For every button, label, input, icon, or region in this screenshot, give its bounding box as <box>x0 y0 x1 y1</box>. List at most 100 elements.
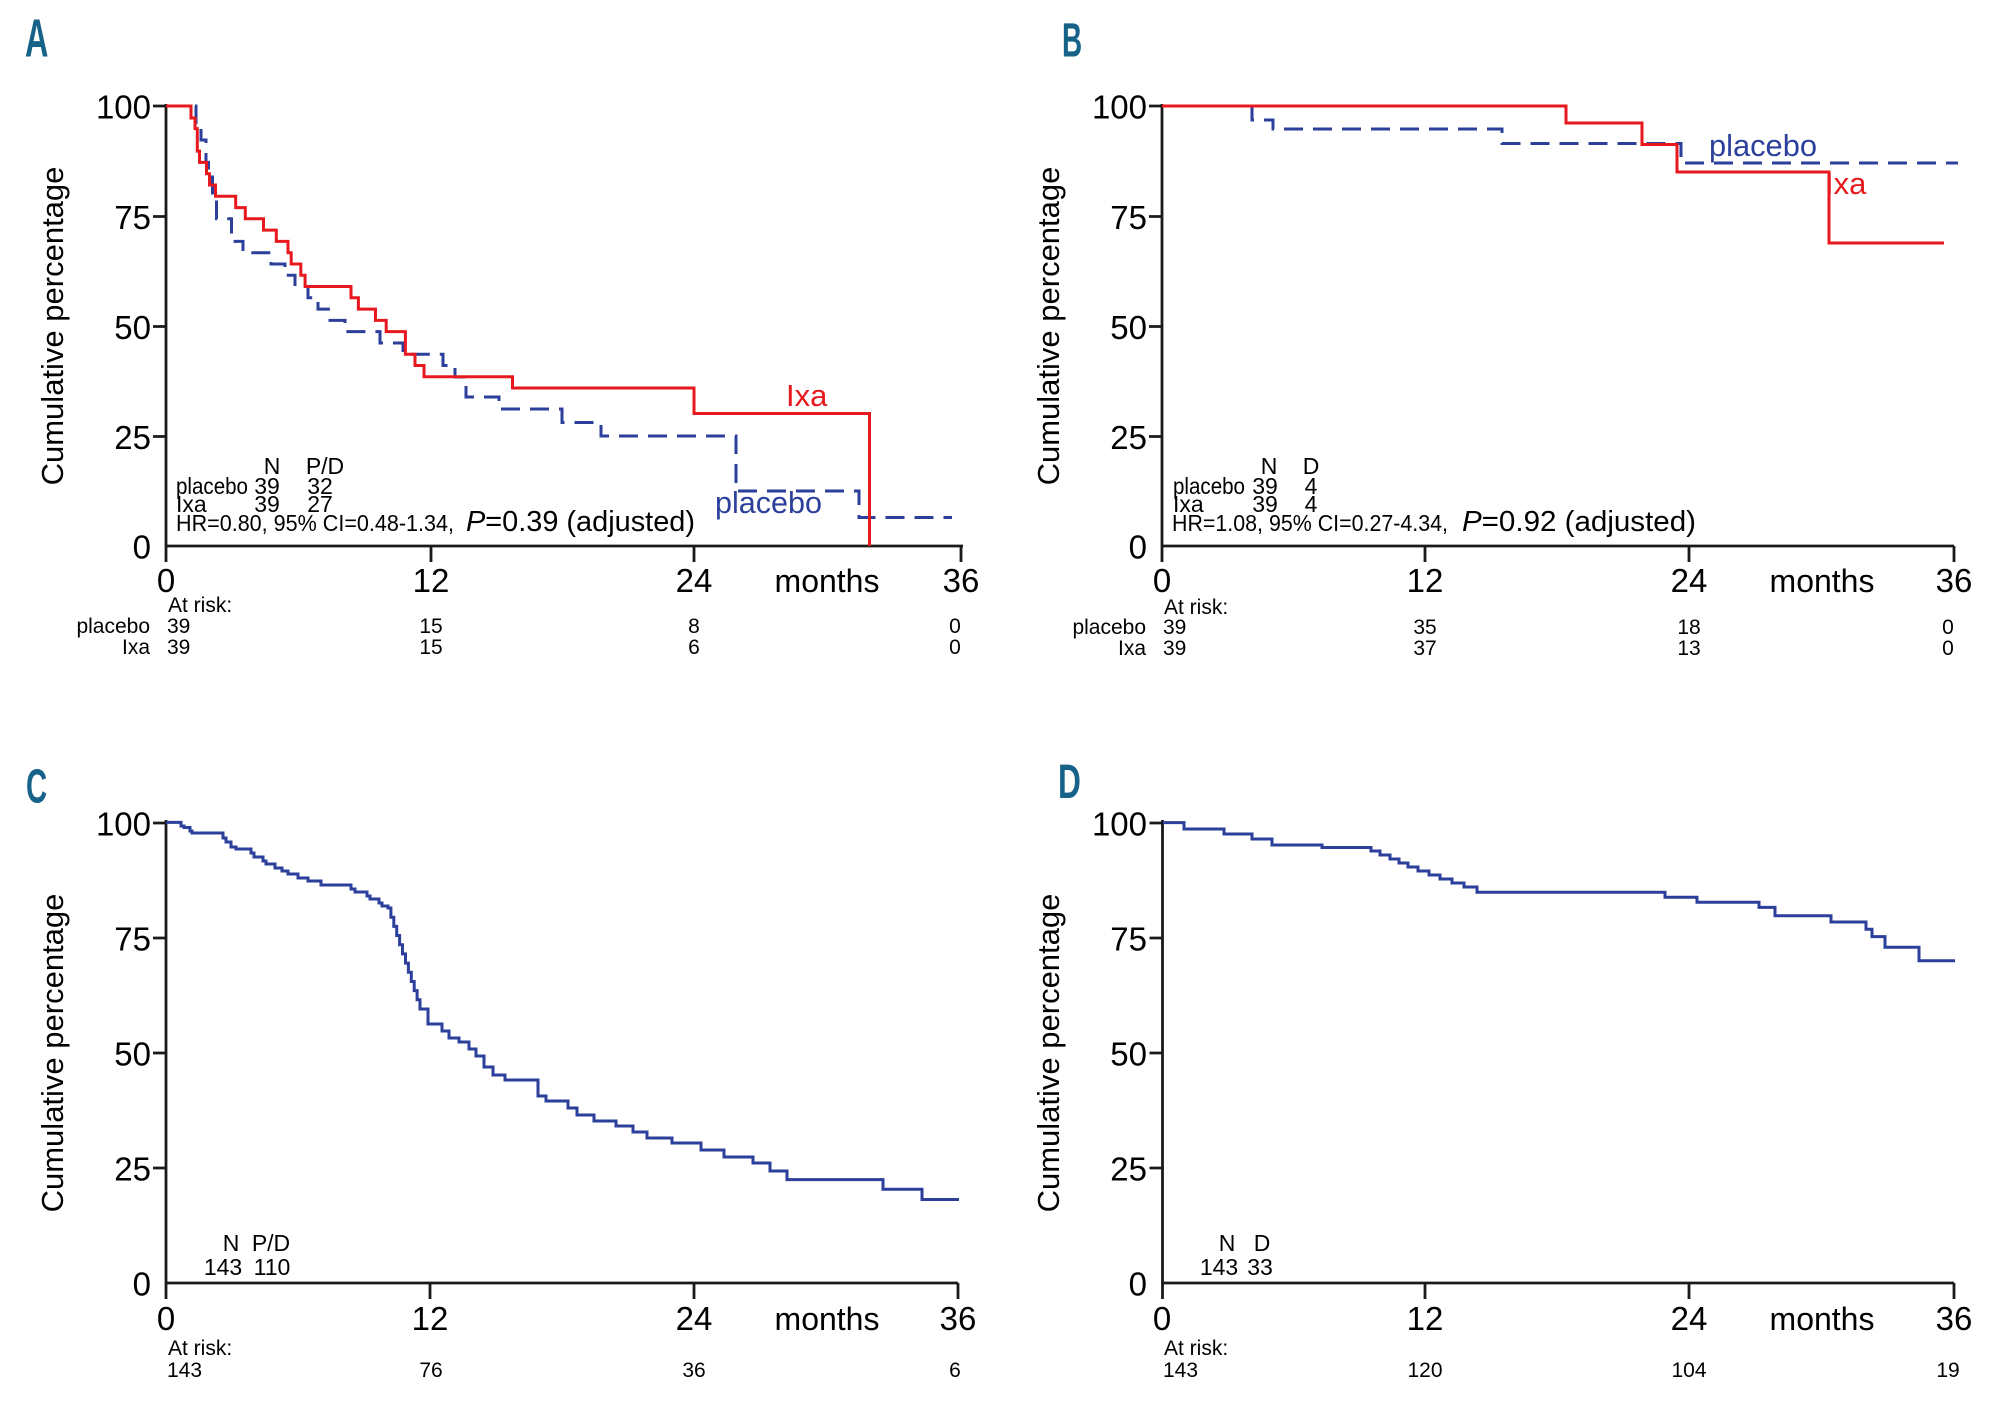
svg-text:N: N <box>264 453 281 479</box>
svg-text:months: months <box>775 1301 880 1337</box>
svg-text:months: months <box>1770 563 1875 599</box>
svg-text:19: 19 <box>1936 1359 1959 1382</box>
svg-text:HR=1.08, 95% CI=0.27-4.34,: HR=1.08, 95% CI=0.27-4.34, <box>1172 510 1448 536</box>
svg-text:placebo: placebo <box>176 473 248 499</box>
svg-text:0: 0 <box>1942 616 1954 639</box>
svg-text:39: 39 <box>254 491 280 517</box>
svg-text:At risk:: At risk: <box>1164 1337 1228 1360</box>
svg-text:50: 50 <box>114 1036 151 1073</box>
svg-text:At risk:: At risk: <box>168 1337 232 1360</box>
svg-text:24: 24 <box>1671 562 1708 599</box>
svg-text:placebo: placebo <box>1072 616 1146 639</box>
svg-text:Cumulative percentage: Cumulative percentage <box>35 894 70 1213</box>
svg-text:D: D <box>1303 453 1320 479</box>
svg-text:P/D: P/D <box>306 453 344 479</box>
svg-text:6: 6 <box>688 636 700 659</box>
svg-text:75: 75 <box>1110 199 1147 236</box>
svg-text:placebo: placebo <box>715 485 822 520</box>
svg-text:0: 0 <box>133 529 151 566</box>
svg-text:6: 6 <box>949 1359 961 1382</box>
svg-text:12: 12 <box>413 562 450 599</box>
svg-text:25: 25 <box>114 1151 151 1188</box>
svg-text:36: 36 <box>940 1300 977 1337</box>
svg-text:39: 39 <box>254 473 280 499</box>
svg-text:Ixa: Ixa <box>1173 491 1204 517</box>
svg-text:39: 39 <box>1252 473 1278 499</box>
svg-text:36: 36 <box>682 1359 705 1382</box>
svg-text:P/D: P/D <box>252 1230 290 1256</box>
svg-text:110: 110 <box>254 1254 291 1280</box>
svg-text:N: N <box>223 1230 240 1256</box>
svg-text:15: 15 <box>419 615 442 638</box>
svg-text:50: 50 <box>114 309 151 346</box>
svg-text:12: 12 <box>412 1300 449 1337</box>
svg-text:placebo: placebo <box>76 615 150 638</box>
svg-text:Ixa: Ixa <box>786 378 828 413</box>
svg-text:33: 33 <box>1247 1254 1273 1280</box>
svg-text:39: 39 <box>1163 616 1186 639</box>
svg-text:Ixa: Ixa <box>1825 166 1867 201</box>
svg-text:50: 50 <box>1110 309 1147 346</box>
svg-text:months: months <box>775 563 880 599</box>
svg-text:35: 35 <box>1413 616 1436 639</box>
svg-text:0: 0 <box>1153 1300 1171 1337</box>
svg-text:D: D <box>1058 754 1081 808</box>
svg-text:0: 0 <box>157 1300 175 1337</box>
svg-text:143: 143 <box>204 1254 242 1280</box>
svg-text:0: 0 <box>1129 1266 1147 1303</box>
svg-text:100: 100 <box>1092 89 1147 126</box>
svg-text:12: 12 <box>1407 562 1444 599</box>
svg-text:0: 0 <box>157 562 175 599</box>
svg-text:C: C <box>26 760 47 813</box>
svg-text:4: 4 <box>1305 491 1318 517</box>
svg-text:0: 0 <box>949 615 961 638</box>
svg-text:36: 36 <box>1936 562 1973 599</box>
svg-text:75: 75 <box>114 199 151 236</box>
svg-text:Cumulative percentage: Cumulative percentage <box>1031 894 1066 1213</box>
svg-text:B: B <box>1062 14 1082 68</box>
svg-text:12: 12 <box>1407 1300 1444 1337</box>
svg-text:placebo: placebo <box>1173 473 1245 499</box>
svg-text:32: 32 <box>307 473 333 499</box>
svg-text:24: 24 <box>676 562 713 599</box>
svg-text:Ixa: Ixa <box>176 491 207 517</box>
svg-text:100: 100 <box>96 89 151 126</box>
svg-text:25: 25 <box>1110 1151 1147 1188</box>
svg-text:P=0.92 (adjusted): P=0.92 (adjusted) <box>1462 506 1696 538</box>
svg-text:39: 39 <box>167 636 190 659</box>
svg-text:100: 100 <box>96 806 151 843</box>
svg-text:N: N <box>1261 453 1278 479</box>
svg-text:143: 143 <box>1200 1254 1238 1280</box>
svg-text:24: 24 <box>1671 1300 1708 1337</box>
svg-text:13: 13 <box>1677 637 1700 660</box>
svg-text:143: 143 <box>167 1359 202 1382</box>
svg-text:39: 39 <box>1252 491 1278 517</box>
svg-text:25: 25 <box>1110 419 1147 456</box>
svg-text:0: 0 <box>1129 529 1147 566</box>
svg-text:HR=0.80, 95% CI=0.48-1.34,: HR=0.80, 95% CI=0.48-1.34, <box>176 510 454 536</box>
svg-text:18: 18 <box>1677 616 1700 639</box>
svg-text:At risk:: At risk: <box>1164 596 1228 619</box>
svg-text:50: 50 <box>1110 1036 1147 1073</box>
svg-text:P=0.39 (adjusted): P=0.39 (adjusted) <box>466 506 695 538</box>
svg-text:104: 104 <box>1671 1359 1706 1382</box>
svg-text:36: 36 <box>943 562 980 599</box>
svg-text:75: 75 <box>114 921 151 958</box>
svg-text:A: A <box>25 9 48 68</box>
svg-text:120: 120 <box>1407 1359 1442 1382</box>
svg-text:39: 39 <box>1163 637 1186 660</box>
svg-text:25: 25 <box>114 419 151 456</box>
svg-text:D: D <box>1254 1230 1271 1256</box>
svg-text:76: 76 <box>419 1359 442 1382</box>
svg-text:placebo: placebo <box>1709 128 1817 163</box>
svg-text:0: 0 <box>1942 637 1954 660</box>
svg-text:At risk:: At risk: <box>168 594 232 617</box>
svg-text:0: 0 <box>133 1266 151 1303</box>
svg-text:8: 8 <box>688 615 700 638</box>
svg-text:36: 36 <box>1936 1300 1973 1337</box>
svg-text:0: 0 <box>1153 562 1171 599</box>
svg-text:143: 143 <box>1163 1359 1198 1382</box>
svg-text:100: 100 <box>1092 806 1147 843</box>
svg-text:39: 39 <box>167 615 190 638</box>
svg-text:24: 24 <box>676 1300 713 1337</box>
